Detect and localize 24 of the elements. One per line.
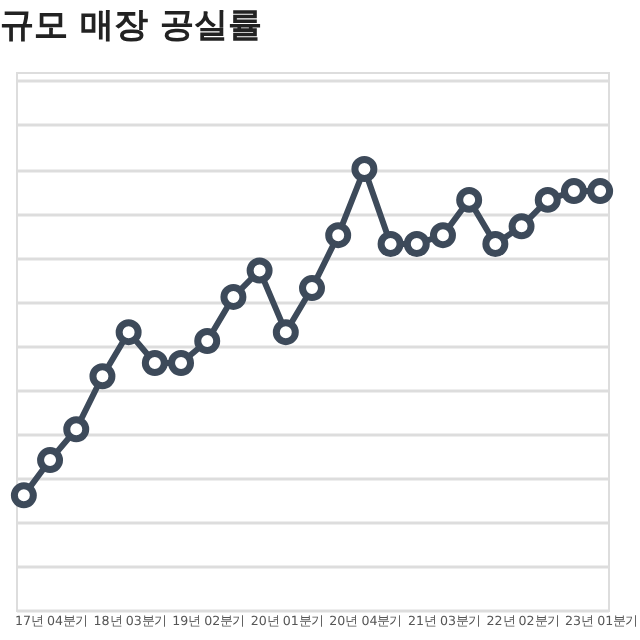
point (168, 350, 195, 377)
point (299, 275, 325, 302)
point (272, 319, 299, 346)
point (63, 416, 90, 443)
point (429, 222, 456, 249)
point (89, 363, 116, 390)
chart-title: 규모 매장 공실률 (0, 6, 263, 46)
point (456, 186, 483, 213)
point (403, 231, 430, 257)
point (194, 328, 221, 354)
point (534, 186, 561, 213)
point (115, 319, 142, 346)
point (220, 283, 247, 310)
point (351, 156, 378, 182)
point (246, 257, 273, 284)
point (325, 222, 352, 249)
point (141, 350, 168, 377)
point (587, 178, 614, 205)
point (482, 231, 509, 257)
point (508, 213, 535, 240)
point (377, 231, 404, 257)
point (10, 482, 37, 509)
point (37, 447, 64, 474)
point (560, 178, 587, 205)
